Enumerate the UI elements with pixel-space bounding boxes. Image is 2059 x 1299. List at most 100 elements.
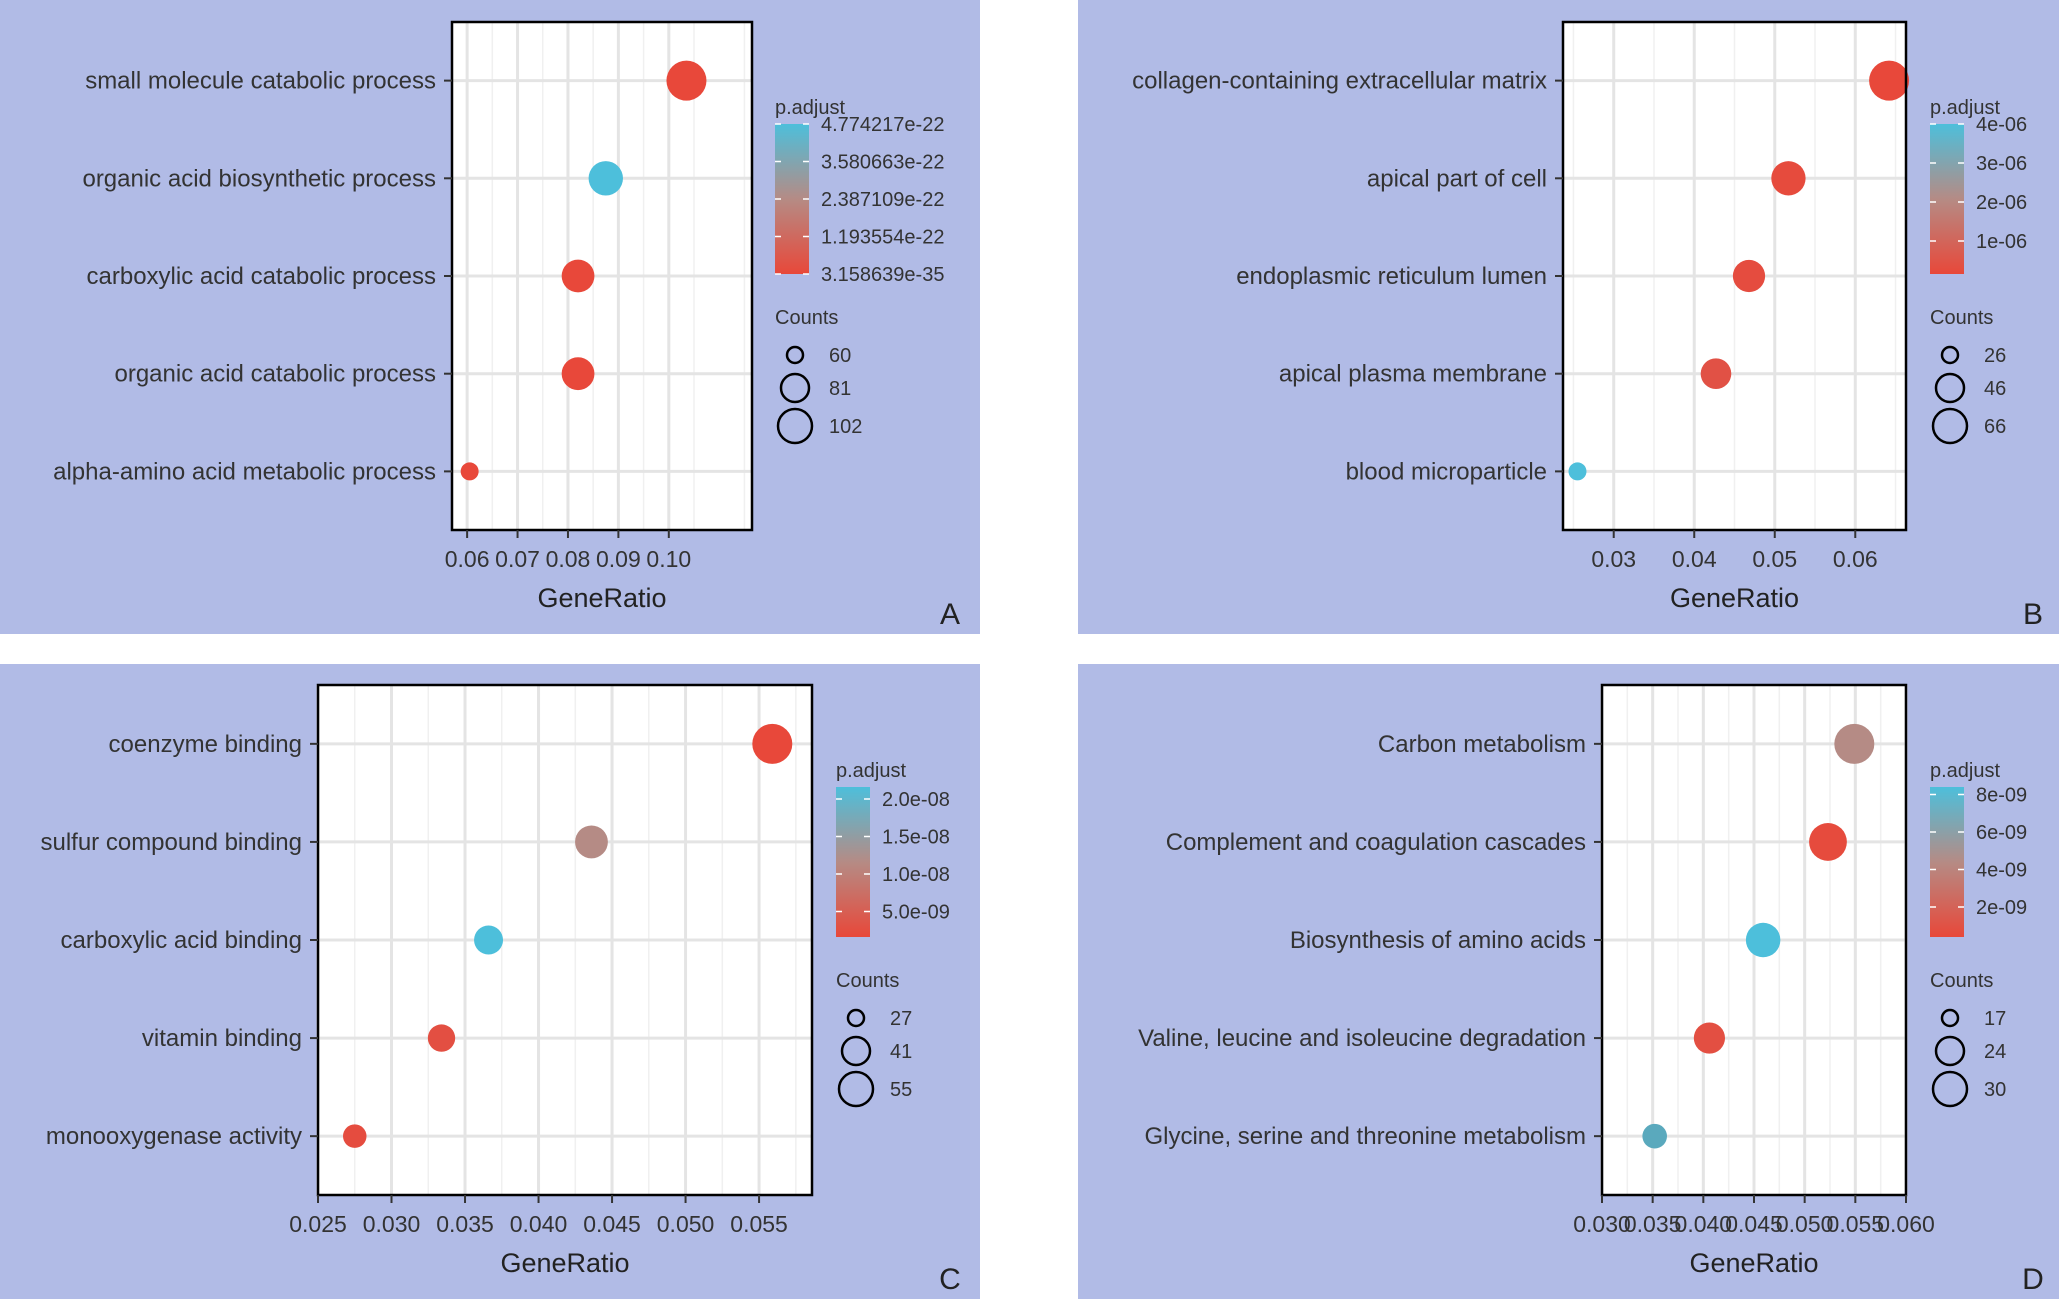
x-tick-label: 0.035 (1624, 1211, 1682, 1237)
x-tick-label: 0.03 (1591, 546, 1636, 572)
color-legend-label: 3.580663e-22 (821, 152, 944, 174)
color-legend-label: 4.774217e-22 (821, 114, 944, 136)
data-point (561, 357, 595, 391)
y-tick-label: coenzyme binding (109, 731, 302, 758)
color-legend-label: 6e-09 (1976, 822, 2027, 844)
x-tick-label: 0.04 (1672, 546, 1717, 572)
size-legend-label: 17 (1984, 1008, 2006, 1030)
panel-d: Carbon metabolism Complement and coagulat… (1078, 664, 2059, 1299)
data-point (427, 1024, 456, 1052)
chart-svg: Carbon metabolism Complement and coagulat… (1138, 683, 2044, 1296)
size-legend-circle (776, 407, 814, 445)
y-tick-label: carboxylic acid catabolic process (87, 263, 437, 290)
size-legend-title: Counts (836, 970, 899, 992)
x-axis-title: GeneRatio (500, 1248, 629, 1278)
color-legend-bar (836, 787, 870, 937)
data-point (1834, 723, 1875, 764)
x-tick-label: 0.045 (1725, 1211, 1783, 1237)
size-legend-label: 24 (1984, 1041, 2006, 1063)
color-legend-label: 1.193554e-22 (821, 227, 944, 249)
y-tick-label: Carbon metabolism (1378, 731, 1586, 758)
data-point (588, 161, 623, 196)
size-legend-title: Counts (1930, 970, 1993, 992)
color-legend-label: 5.0e-09 (882, 902, 950, 924)
size-legend-circle (1931, 407, 1969, 445)
x-tick-label: 0.06 (1833, 546, 1878, 572)
color-legend-label: 2e-09 (1976, 897, 2027, 919)
size-legend-label: 27 (890, 1008, 912, 1030)
x-axis-title: GeneRatio (1670, 583, 1799, 613)
color-legend-label: 2e-06 (1976, 192, 2027, 214)
size-legend-label: 26 (1984, 345, 2006, 367)
panel-a: small molecule catabolic process organic … (0, 0, 980, 634)
color-legend-title: p.adjust (775, 97, 845, 119)
x-tick-label: 0.10 (646, 546, 691, 572)
y-tick-label: Glycine, serine and threonine metabolism (1144, 1123, 1586, 1150)
data-point (1745, 922, 1781, 958)
size-legend-circle (1934, 372, 1966, 404)
color-legend-title: p.adjust (1930, 760, 2000, 782)
panel-c: coenzyme binding sulfur compound binding c… (0, 664, 980, 1299)
chart-svg: coenzyme binding sulfur compound binding c… (40, 683, 961, 1296)
size-legend-label: 41 (890, 1041, 912, 1063)
color-legend-label: 2.0e-08 (882, 789, 950, 811)
x-tick-label: 0.055 (730, 1211, 788, 1237)
size-legend-label: 81 (829, 378, 851, 400)
data-point (474, 925, 504, 955)
data-point (561, 259, 595, 293)
color-legend-bar (1930, 124, 1964, 274)
size-legend-circle (1940, 1008, 1960, 1028)
x-tick-label: 0.045 (583, 1211, 641, 1237)
color-legend-title: p.adjust (1930, 97, 2000, 119)
data-point (1700, 358, 1732, 390)
x-tick-label: 0.08 (546, 546, 591, 572)
x-tick-label: 0.05 (1752, 546, 1797, 572)
panel-letter: D (2022, 1263, 2044, 1296)
data-point (575, 825, 608, 859)
size-legend-circle (1931, 1070, 1969, 1108)
color-legend-bar (1930, 787, 1964, 937)
color-legend-label: 1e-06 (1976, 231, 2027, 253)
color-legend-label: 4e-06 (1976, 114, 2027, 136)
data-point (1568, 462, 1587, 481)
data-point (343, 1124, 367, 1148)
x-tick-label: 0.09 (596, 546, 641, 572)
x-tick-label: 0.06 (445, 546, 490, 572)
x-tick-label: 0.050 (657, 1211, 715, 1237)
chart-svg: collagen-containing extracellular matrix… (1132, 20, 2043, 631)
data-point (1809, 823, 1847, 861)
x-tick-label: 0.040 (510, 1211, 568, 1237)
y-tick-label: endoplasmic reticulum lumen (1236, 263, 1547, 290)
panel-b: collagen-containing extracellular matrix… (1078, 0, 2059, 634)
size-legend-circle (1940, 345, 1960, 365)
x-tick-label: 0.030 (1573, 1211, 1631, 1237)
x-tick-label: 0.055 (1827, 1211, 1885, 1237)
y-tick-label: Biosynthesis of amino acids (1290, 927, 1586, 954)
y-tick-label: monooxygenase activity (46, 1123, 302, 1150)
panel-letter: A (940, 598, 960, 631)
x-tick-label: 0.035 (436, 1211, 494, 1237)
y-tick-label: collagen-containing extracellular matrix (1132, 68, 1547, 95)
panel-letter: C (939, 1263, 961, 1296)
y-tick-label: Valine, leucine and isoleucine degradati… (1138, 1025, 1586, 1052)
x-tick-label: 0.030 (363, 1211, 421, 1237)
panel-letter: B (2023, 598, 2043, 631)
y-tick-label: carboxylic acid binding (61, 927, 302, 954)
y-tick-label: sulfur compound binding (40, 829, 302, 856)
color-legend-label: 3e-06 (1976, 153, 2027, 175)
y-tick-label: organic acid catabolic process (114, 361, 436, 388)
x-tick-label: 0.040 (1675, 1211, 1733, 1237)
size-legend-title: Counts (775, 307, 838, 329)
size-legend-circle (785, 345, 805, 365)
y-tick-label: small molecule catabolic process (85, 68, 436, 95)
x-axis-title: GeneRatio (1689, 1248, 1818, 1278)
size-legend-title: Counts (1930, 307, 1993, 329)
y-tick-label: Complement and coagulation cascades (1166, 829, 1586, 856)
data-point (1869, 60, 1910, 101)
color-legend-title: p.adjust (836, 760, 906, 782)
size-legend-circle (846, 1008, 866, 1028)
y-tick-label: vitamin binding (142, 1025, 302, 1052)
data-point (460, 462, 479, 481)
size-legend-label: 102 (829, 416, 862, 438)
x-tick-label: 0.050 (1776, 1211, 1834, 1237)
